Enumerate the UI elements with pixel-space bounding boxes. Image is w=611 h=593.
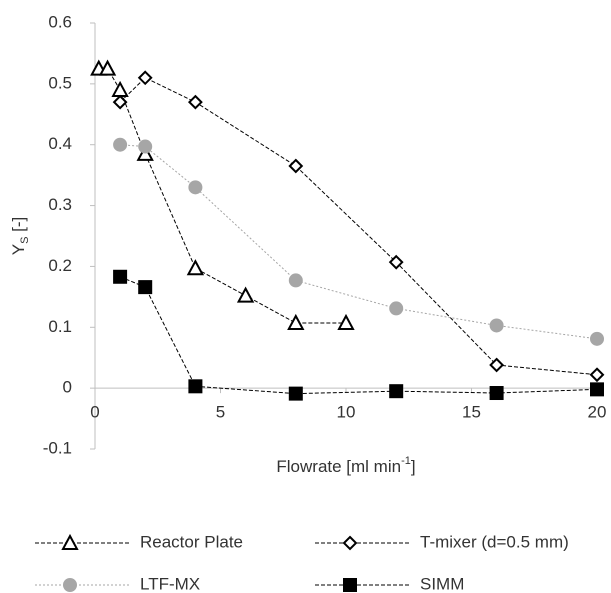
x-tick-label: 20 (588, 402, 607, 421)
legend-label: SIMM (420, 574, 464, 593)
marker (590, 331, 604, 346)
marker (188, 379, 203, 394)
legend-marker (63, 578, 77, 592)
marker (288, 158, 304, 174)
y-axis-title: YS [-] (9, 217, 30, 256)
marker (137, 70, 153, 86)
marker (288, 273, 303, 288)
marker (188, 180, 203, 195)
series-line (119, 77, 598, 376)
legend-label: Reactor Plate (140, 532, 243, 551)
marker (489, 386, 504, 401)
marker (187, 94, 203, 110)
x-tick-label: 15 (462, 402, 481, 421)
y-axis-title-text: Y (9, 244, 28, 255)
y-tick-label: -0.1 (43, 438, 72, 457)
series-line (120, 144, 598, 340)
y-tick-label: 0.3 (48, 195, 72, 214)
series-line (98, 68, 346, 324)
marker (590, 382, 604, 397)
y-axis-title-sub: S (19, 237, 31, 244)
x-axis-title-text: Flowrate [ml min (276, 457, 401, 476)
y-tick-label: 0.1 (48, 317, 72, 336)
legend-label: LTF-MX (140, 574, 200, 593)
legend-marker (343, 578, 357, 592)
x-tick-label: 0 (90, 402, 99, 421)
marker (186, 259, 205, 276)
marker (112, 94, 128, 110)
x-tick-label: 10 (337, 402, 356, 421)
marker (138, 280, 153, 295)
y-tick-label: 0.2 (48, 256, 72, 275)
y-tick-label: 0.5 (48, 73, 72, 92)
x-tick-label: 5 (216, 402, 225, 421)
marker (489, 357, 505, 373)
y-axis-title-end: [-] (9, 217, 28, 237)
series-line (119, 276, 598, 395)
marker (337, 313, 355, 331)
legend-marker (342, 535, 358, 551)
marker (287, 313, 305, 331)
marker (138, 139, 153, 154)
marker (113, 137, 128, 152)
legend-label: T-mixer (d=0.5 mm) (420, 532, 569, 551)
marker (113, 269, 128, 284)
marker (236, 286, 255, 303)
marker (288, 386, 303, 401)
marker (98, 59, 117, 76)
marker (389, 384, 404, 399)
y-tick-label: 0.6 (48, 12, 72, 31)
marker (589, 367, 605, 383)
marker (388, 254, 404, 270)
x-axis-title-end: ] (411, 457, 416, 476)
x-axis-title-sup: -1 (401, 455, 411, 467)
marker (489, 318, 504, 333)
x-axis-title: Flowrate [ml min-1] (276, 455, 415, 477)
y-tick-label: 0 (63, 378, 72, 397)
y-tick-label: 0.4 (48, 134, 72, 153)
marker (111, 80, 129, 97)
legend-marker (61, 533, 79, 550)
marker (389, 301, 404, 316)
